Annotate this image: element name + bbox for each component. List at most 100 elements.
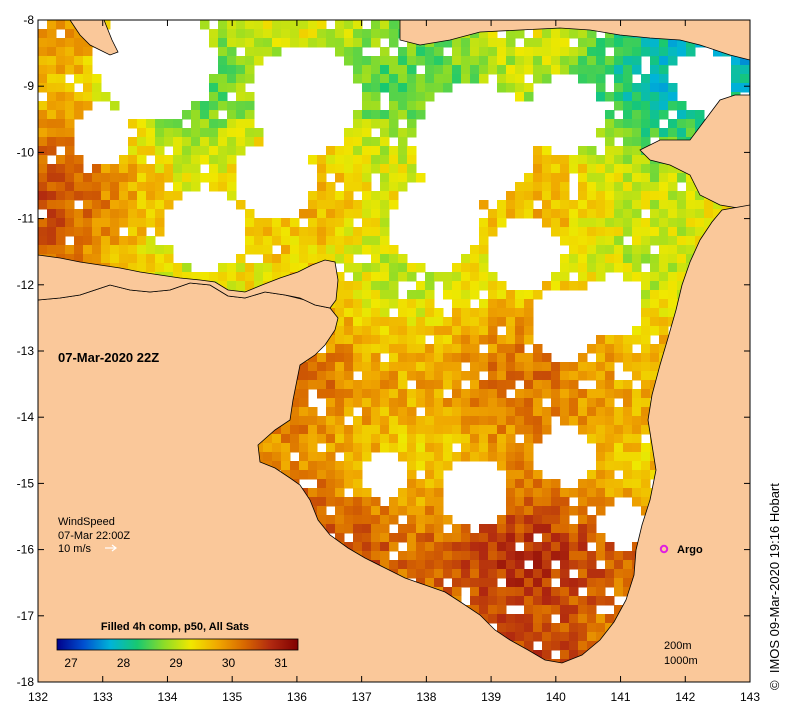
sst-cell	[245, 281, 255, 291]
sst-cell	[389, 110, 399, 120]
sst-cell	[587, 227, 597, 237]
sst-cell	[299, 416, 309, 426]
sst-cell	[263, 227, 273, 237]
sst-cell	[326, 416, 336, 426]
sst-cell	[641, 254, 651, 264]
x-tick-label: 141	[611, 690, 631, 704]
sst-cell	[326, 209, 336, 219]
sst-cell	[308, 461, 318, 471]
sst-cell	[236, 263, 246, 273]
sst-cell	[515, 569, 525, 579]
sst-cell	[200, 20, 210, 30]
sst-cell	[668, 38, 678, 48]
sst-cell	[209, 128, 219, 138]
sst-cell	[416, 506, 426, 516]
sst-cell	[56, 236, 66, 246]
sst-cell	[632, 182, 642, 192]
sst-cell	[335, 254, 345, 264]
sst-cell	[578, 641, 588, 651]
sst-cell	[353, 119, 363, 129]
sst-cell	[479, 236, 489, 246]
sst-cell	[650, 461, 660, 471]
sst-cell	[614, 83, 624, 93]
sst-cell	[380, 560, 390, 570]
sst-cell	[407, 551, 417, 561]
sst-cell	[569, 380, 579, 390]
sst-cell	[155, 209, 165, 219]
sst-cell	[524, 407, 534, 417]
sst-cell	[479, 245, 489, 255]
sst-cell	[605, 92, 615, 102]
sst-cell	[38, 218, 48, 228]
sst-cell	[299, 254, 309, 264]
sst-cell	[308, 470, 318, 480]
sst-cell	[380, 65, 390, 75]
sst-cell	[668, 299, 678, 309]
sst-cell	[578, 191, 588, 201]
sst-cell	[434, 425, 444, 435]
sst-cell	[308, 29, 318, 39]
sst-cell	[470, 353, 480, 363]
sst-cell	[506, 47, 516, 57]
sst-cell	[587, 209, 597, 219]
sst-cell	[587, 200, 597, 210]
sst-cell	[596, 83, 606, 93]
sst-cell	[488, 434, 498, 444]
sst-cell	[542, 74, 552, 84]
sst-cell	[317, 155, 327, 165]
sst-cell	[560, 506, 570, 516]
sst-cell	[227, 173, 237, 183]
sst-cell	[272, 218, 282, 228]
sst-cell	[470, 344, 480, 354]
sst-cell	[83, 173, 93, 183]
sst-cell	[263, 20, 273, 30]
sst-cell	[389, 101, 399, 111]
sst-cell	[587, 596, 597, 606]
sst-cell	[254, 47, 264, 57]
sst-cell	[560, 56, 570, 66]
sst-cell	[407, 542, 417, 552]
sst-cell	[515, 416, 525, 426]
sst-cell	[362, 497, 372, 507]
sst-cell	[38, 227, 48, 237]
sst-cell	[119, 200, 129, 210]
sst-cell	[326, 245, 336, 255]
sst-cell	[560, 227, 570, 237]
sst-cell	[551, 200, 561, 210]
sst-cell	[164, 191, 174, 201]
sst-cell	[443, 380, 453, 390]
sst-cell	[290, 461, 300, 471]
sst-cell	[668, 308, 678, 318]
sst-cell	[596, 335, 606, 345]
sst-cell	[524, 542, 534, 552]
sst-cell	[101, 254, 111, 264]
sst-cell	[308, 407, 318, 417]
sst-cell	[479, 272, 489, 282]
sst-cell	[623, 164, 633, 174]
sst-cell	[542, 362, 552, 372]
sst-cell	[272, 38, 282, 48]
sst-cell	[641, 443, 651, 453]
sst-cell	[461, 263, 471, 273]
sst-cell	[623, 479, 633, 489]
sst-cell	[416, 83, 426, 93]
sst-cell	[416, 56, 426, 66]
sst-cell	[569, 200, 579, 210]
sst-cell	[362, 191, 372, 201]
sst-cell	[146, 245, 156, 255]
sst-cell	[461, 569, 471, 579]
sst-cell	[407, 128, 417, 138]
sst-cell	[398, 362, 408, 372]
sst-cell	[641, 371, 651, 381]
sst-cell	[668, 92, 678, 102]
sst-cell	[56, 110, 66, 120]
sst-cell	[38, 119, 48, 129]
sst-cell	[290, 263, 300, 273]
sst-cell	[452, 263, 462, 273]
sst-cell	[695, 200, 705, 210]
sst-cell	[326, 344, 336, 354]
sst-cell	[569, 245, 579, 255]
sst-cell	[443, 65, 453, 75]
sst-cell	[641, 164, 651, 174]
sst-cell	[290, 470, 300, 480]
